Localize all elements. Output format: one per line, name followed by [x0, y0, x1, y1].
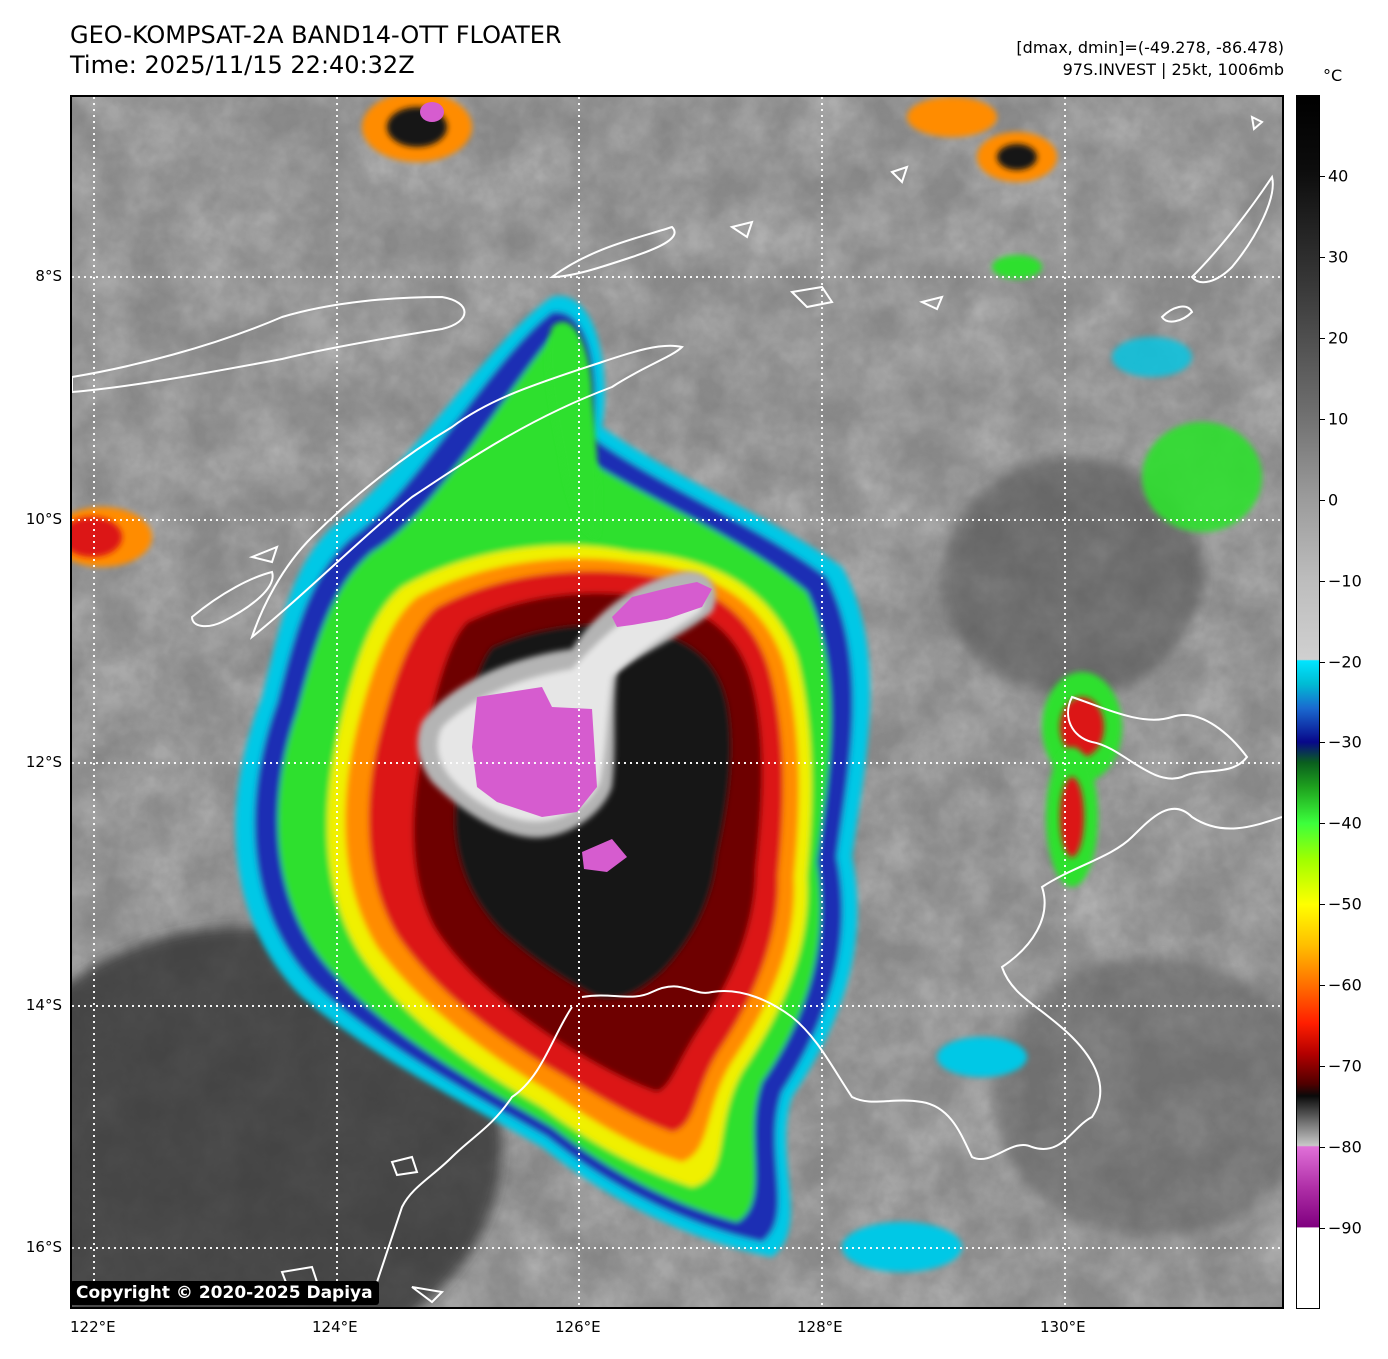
- coldest-top-magenta-south: [582, 839, 627, 872]
- data-range-info: [dmax, dmin]=(-49.278, -86.478): [1016, 38, 1284, 57]
- cell-north-b-core: [997, 144, 1037, 170]
- colorbar-tick-label: −10: [1328, 571, 1362, 591]
- colorbar-tick: [1320, 418, 1325, 420]
- lat-label-14s: 14°S: [25, 996, 62, 1014]
- cell-east-b-core: [1060, 777, 1084, 857]
- coastline-cape-york-arnhem: [1067, 695, 1249, 780]
- clear-sky-east: [942, 457, 1202, 697]
- colorbar-tick-label: −20: [1328, 652, 1362, 672]
- coastline-flores: [72, 295, 466, 394]
- lon-label-124e: 124°E: [312, 1318, 358, 1336]
- colorbar-tick-label: −30: [1328, 732, 1362, 752]
- cell-northeast-cyan: [1112, 337, 1192, 377]
- coastline-rote: [248, 545, 279, 564]
- colorbar-tick: [1320, 904, 1325, 906]
- satellite-map: [70, 95, 1284, 1309]
- lon-label-122e: 122°E: [70, 1318, 116, 1336]
- colorbar-tick: [1320, 742, 1325, 744]
- colorbar-tick-label: 30: [1328, 247, 1349, 267]
- colorbar-tick-label: 0: [1328, 490, 1339, 510]
- coastline-australia-north: [581, 807, 1282, 1160]
- lat-label-12s: 12°S: [25, 753, 62, 771]
- gridlines: [72, 97, 1282, 1307]
- lon-label-130e: 130°E: [1040, 1318, 1086, 1336]
- colorbar-tick-label: −70: [1328, 1056, 1362, 1076]
- lat-label-10s: 10°S: [25, 510, 62, 528]
- map-time: Time: 2025/11/15 22:40:32Z: [70, 51, 415, 79]
- cell-west-core: [72, 517, 122, 557]
- colorbar-tick: [1320, 1147, 1325, 1149]
- colorbar-tick-label: 20: [1328, 328, 1349, 348]
- cell-north-c: [907, 97, 997, 137]
- colorbar-tick: [1320, 175, 1325, 177]
- map-svg: [72, 97, 1282, 1307]
- lon-label-128e: 128°E: [797, 1318, 843, 1336]
- colorbar-tick: [1320, 823, 1325, 825]
- coastline-babar: [1160, 305, 1194, 323]
- cell-southeast-cyan: [937, 1037, 1027, 1077]
- colorbar-tick-label: −40: [1328, 813, 1362, 833]
- coastline-timor: [249, 344, 684, 640]
- colorbar: [1296, 95, 1320, 1309]
- colorbar-tick: [1320, 1066, 1325, 1068]
- colorbar-tick: [1320, 580, 1325, 582]
- colorbar-tick: [1320, 661, 1325, 663]
- coldest-top-magenta-north: [612, 582, 712, 627]
- colorbar-tick: [1320, 1228, 1325, 1230]
- coastline-wetar: [548, 225, 676, 279]
- colorbar-tick-label: 10: [1328, 409, 1349, 429]
- colorbar-tick: [1320, 337, 1325, 339]
- colorbar-tick-label: −60: [1328, 975, 1362, 995]
- cell-northeast: [1142, 422, 1262, 532]
- lat-label-16s: 16°S: [25, 1238, 62, 1256]
- colorbar-tick: [1320, 985, 1325, 987]
- storm-info: 97S.INVEST | 25kt, 1006mb: [1062, 60, 1284, 79]
- colorbar-tick-label: −80: [1328, 1137, 1362, 1157]
- coastlines: [72, 115, 1282, 1304]
- colorbar-tick-label: −90: [1328, 1218, 1362, 1238]
- colorbar-tick: [1320, 256, 1325, 258]
- coastline-australia-west: [371, 1006, 573, 1298]
- coastline-tanimbar: [1190, 174, 1274, 284]
- cell-north-a-top: [420, 102, 444, 122]
- coastline-small-islands: [729, 115, 1264, 311]
- coldest-top-magenta-main: [472, 687, 597, 817]
- colorbar-unit: °C: [1323, 66, 1343, 85]
- lon-label-126e: 126°E: [555, 1318, 601, 1336]
- cell-north-d: [992, 255, 1042, 279]
- colorbar-tick-label: 40: [1328, 166, 1349, 186]
- colorbar-tick: [1320, 499, 1325, 501]
- colorbar-tick-label: −50: [1328, 894, 1362, 914]
- copyright-label: Copyright © 2020-2025 Dapiya: [70, 1281, 379, 1305]
- lat-label-8s: 8°S: [35, 267, 62, 285]
- coastline-sumba: [190, 570, 274, 628]
- map-title: GEO-KOMPSAT-2A BAND14-OTT FLOATER: [70, 21, 562, 49]
